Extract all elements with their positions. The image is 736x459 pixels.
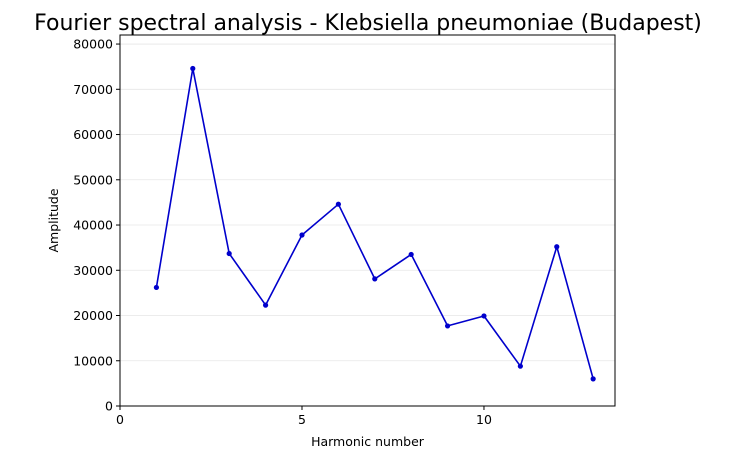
- data-point-5: [299, 232, 305, 238]
- y-axis: 0 10000 20000 30000 40000 50000 60000 70000 8000…: [73, 37, 120, 414]
- data-point-9: [444, 323, 451, 329]
- data-point-4: [262, 302, 269, 308]
- data-point-10: [481, 313, 487, 319]
- y-tick-label-6: 60000: [73, 127, 113, 142]
- data-point-12: [554, 244, 560, 250]
- series-line-0: [155, 67, 594, 380]
- y-tick-label-5: 50000: [73, 172, 113, 187]
- data-point-2: [190, 65, 196, 72]
- data-point-8: [408, 251, 414, 258]
- y-tick-label-3: 30000: [73, 263, 113, 278]
- plot-area: [119, 34, 616, 407]
- y-tick-label-8: 80000: [73, 37, 113, 52]
- data-point-13: [590, 376, 596, 382]
- x-axis-label: Harmonic number: [311, 434, 425, 449]
- data-point-1: [153, 284, 159, 291]
- chart-title: Fourier spectral analysis - Klebsiella p…: [34, 11, 702, 36]
- x-tick-label-2: 10: [476, 412, 492, 427]
- y-tick-label-0: 0: [105, 399, 113, 414]
- series-group: [153, 65, 596, 382]
- data-point-11: [517, 363, 523, 369]
- data-point-7: [372, 276, 378, 282]
- y-tick-label-2: 20000: [73, 308, 113, 323]
- y-axis-label: Amplitude: [46, 188, 61, 252]
- grid-lines: [120, 43, 615, 362]
- data-point-6: [335, 201, 341, 207]
- y-tick-label-1: 10000: [73, 353, 113, 368]
- y-tick-label-7: 70000: [73, 82, 113, 97]
- x-tick-label-1: 5: [298, 412, 306, 427]
- x-tick-label-0: 0: [116, 412, 124, 427]
- x-axis: 0 5 10: [116, 406, 492, 427]
- y-tick-label-4: 40000: [73, 218, 113, 233]
- data-point-3: [226, 250, 232, 257]
